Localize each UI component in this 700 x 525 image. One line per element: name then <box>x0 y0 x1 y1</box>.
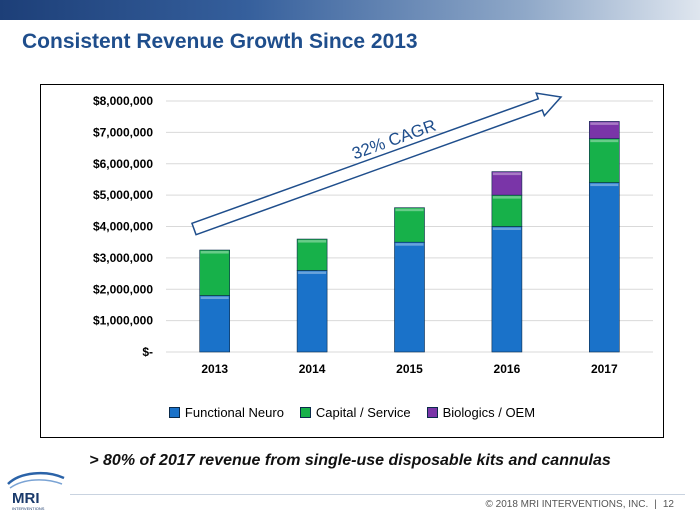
bar-highlight <box>298 240 327 243</box>
x-tick-label: 2014 <box>299 362 326 376</box>
x-tick-label: 2017 <box>591 362 618 376</box>
bar-segment <box>588 138 620 183</box>
bar-highlight <box>395 243 424 246</box>
bar-segment <box>588 121 620 139</box>
bar-segment <box>296 238 328 271</box>
copyright-text: © 2018 MRI INTERVENTIONS, INC. <box>485 499 649 510</box>
bar-highlight <box>590 183 619 187</box>
bar-segment <box>491 194 523 227</box>
slide-title: Consistent Revenue Growth Since 2013 <box>22 30 418 53</box>
legend-swatch <box>168 407 180 419</box>
bar-highlight <box>492 196 521 199</box>
y-tick-label: $5,000,000 <box>93 188 153 202</box>
y-tick-label: $3,000,000 <box>93 251 153 265</box>
legend-item: Capital / Service <box>299 405 411 420</box>
y-tick-label: $- <box>142 345 153 359</box>
page-number: 12 <box>662 499 674 510</box>
chart-container: $- $1,000,000 $2,000,000 $3,000,000 $4,000,0… <box>40 84 664 438</box>
y-tick-label: $7,000,000 <box>93 125 153 139</box>
footer-rule <box>70 494 685 495</box>
footer-separator: | <box>654 499 657 510</box>
y-tick-label: $1,000,000 <box>93 314 153 328</box>
bar-highlight <box>590 139 619 143</box>
legend-item: Functional Neuro <box>168 405 284 420</box>
bar-highlight <box>492 172 521 176</box>
legend-swatch <box>299 407 311 419</box>
revenue-chart: $- $1,000,000 $2,000,000 $3,000,000 $4,000,0… <box>93 92 653 376</box>
x-tick-label: 2015 <box>396 362 423 376</box>
bar-segment <box>394 207 425 243</box>
top-banner <box>0 0 700 20</box>
bar-segment <box>199 249 230 296</box>
y-tick-label: $6,000,000 <box>93 157 153 171</box>
slide-footer: © 2018 MRI INTERVENTIONS, INC. | 12 <box>485 499 674 510</box>
bar-segment <box>296 270 328 353</box>
cagr-arrow-shape <box>191 92 563 236</box>
cagr-arrow: 32% CAGR <box>191 92 563 236</box>
legend-item: Biologics / OEM <box>426 405 536 420</box>
y-tick-label: $8,000,000 <box>93 94 153 108</box>
legend-label: Biologics / OEM <box>442 405 536 420</box>
bar-highlight <box>395 208 424 212</box>
legend-swatch <box>426 407 438 419</box>
bar-segment <box>394 241 425 353</box>
x-tick-label: 2016 <box>494 362 521 376</box>
mri-logo: MRI INTERVENTIONS <box>7 471 65 511</box>
legend-label: Capital / Service <box>315 405 411 420</box>
bar-highlight <box>200 251 229 254</box>
bar-segment <box>491 226 523 353</box>
x-tick-label: 2013 <box>201 362 228 376</box>
chart-legend: Functional Neuro Capital / Service Biologi… <box>41 405 663 420</box>
bar-segment <box>588 182 620 353</box>
logo-wordmark: MRI <box>12 490 40 507</box>
logo-subtext: INTERVENTIONS <box>12 506 45 511</box>
bar-highlight <box>200 296 229 300</box>
bar-highlight <box>492 227 521 230</box>
bar-segment <box>491 171 523 196</box>
legend-label: Functional Neuro <box>184 405 284 420</box>
bar-segment <box>199 295 230 353</box>
y-tick-label: $4,000,000 <box>93 220 153 234</box>
y-tick-label: $2,000,000 <box>93 282 153 296</box>
bar-highlight <box>590 122 619 125</box>
revenue-tagline: > 80% of 2017 revenue from single-use di… <box>89 452 611 469</box>
bar-highlight <box>298 271 327 274</box>
